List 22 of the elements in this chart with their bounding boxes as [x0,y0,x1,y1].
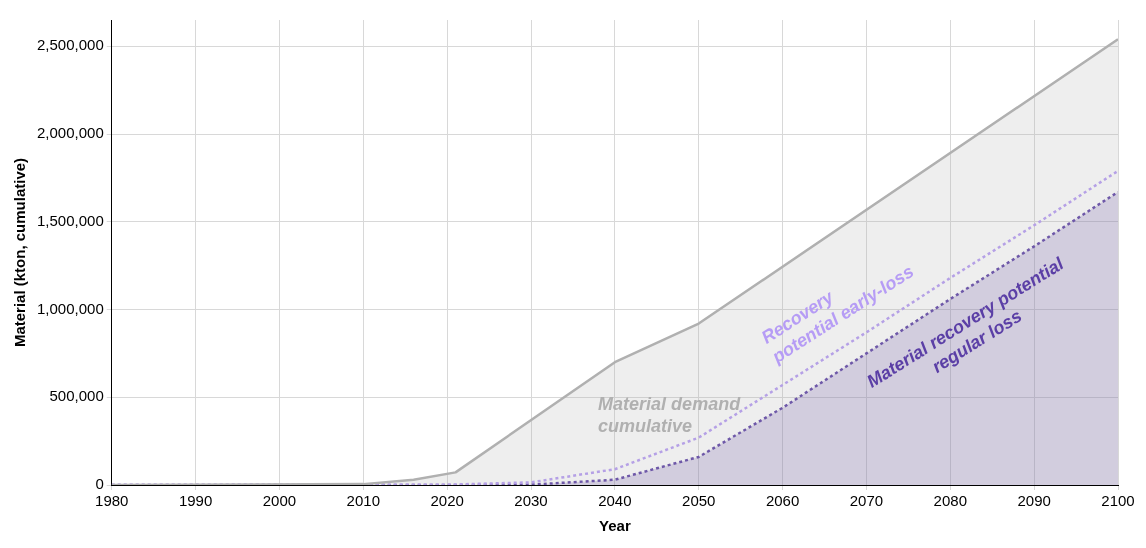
x-axis-title: Year [599,517,631,535]
y-tick-label: 1,500,000 [37,211,104,229]
y-tick-label: 2,000,000 [37,124,104,142]
y-tick-label: 500,000 [49,387,104,405]
x-tick-label: 2010 [346,492,380,510]
x-tick-label: 1990 [178,492,213,510]
x-tick-label: 2090 [1017,492,1051,510]
y-tick-label: 1,000,000 [37,299,104,317]
x-tick-label: 2060 [765,492,800,510]
x-tick-label: 2080 [933,492,967,510]
y-tick-label: 0 [95,475,104,493]
x-tick-label: 2100 [1101,492,1135,510]
y-axis-title: Material (kton, cumulative) [11,157,29,348]
x-tick-label: 2030 [514,492,548,510]
x-tick-label: 2070 [849,492,884,510]
x-tick-label: 2050 [682,492,716,510]
x-tick-label: 1980 [95,492,129,510]
x-tick-label: 2040 [598,492,632,510]
y-tick-label: 2,500,000 [37,36,104,54]
x-tick-label: 2000 [262,492,297,510]
series-label: Material demand cumulative [598,393,742,436]
x-tick-label: 2020 [430,492,464,510]
